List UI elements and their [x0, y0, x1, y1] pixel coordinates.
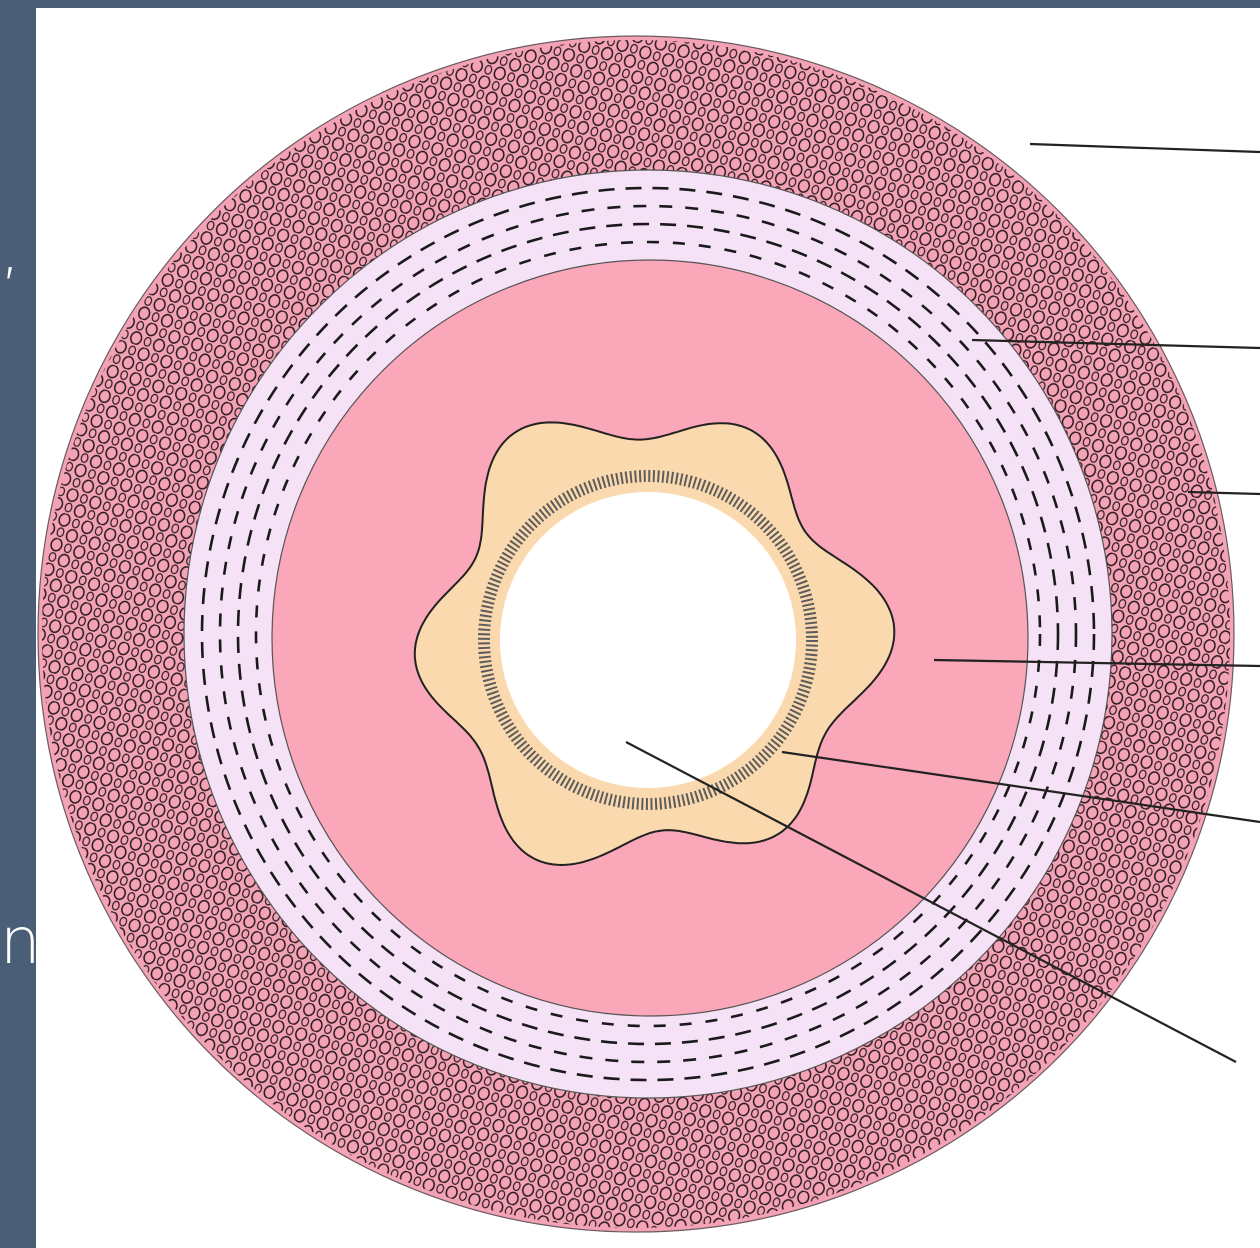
pointer-line-5: [781, 750, 1260, 824]
pointer-line-1: [1029, 142, 1260, 154]
pointer-line-6: [625, 741, 1237, 1063]
lumen: [500, 492, 796, 788]
label-pointer-lines: [625, 142, 1260, 1063]
pointer-line-2: [971, 338, 1260, 350]
epithelium-villi-pattern: [478, 470, 818, 810]
pointer-line-3: [1187, 490, 1260, 496]
pointer-line-4: [933, 658, 1260, 668]
submucosa-dashes-pattern: [200, 186, 1096, 1082]
